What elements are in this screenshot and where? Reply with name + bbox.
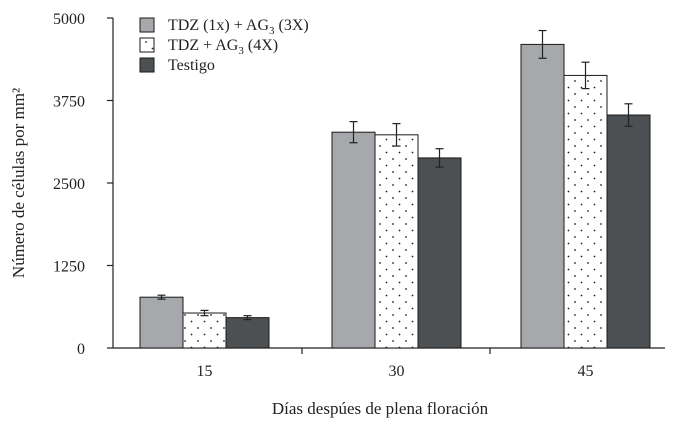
x-axis-title: Días despúes de plena floración [272,399,489,418]
y-tick-label: 2500 [53,176,85,193]
x-tick-label: 45 [578,363,594,380]
y-tick-label: 5000 [53,11,85,28]
y-axis-title: Número de células por mm² [9,88,28,278]
legend: TDZ (1x) + AG3 (3X)TDZ + AG3 (4X)Testigo [139,17,309,74]
legend-swatch [139,17,155,33]
plot-area: 0 1250 2500 3750 5000 15 30 45 [53,11,665,380]
bar [417,157,462,349]
y-tick-label: 1250 [53,259,85,276]
legend-swatch [139,57,155,73]
bar [520,43,565,349]
legend-swatch [139,37,155,53]
x-tick-label: 15 [197,363,213,380]
legend-entry: TDZ (1x) + AG3 (3X) [168,17,309,37]
bar [374,134,419,349]
bar [139,296,184,349]
bar [606,114,651,349]
y-tick-label: 3750 [53,94,85,111]
legend-entry: Testigo [168,57,215,74]
y-tick-label: 0 [77,341,85,358]
legend-entry: TDZ + AG3 (4X) [168,37,278,57]
bar [182,312,227,349]
x-tick-label: 30 [389,363,405,380]
bar [563,74,608,349]
bar [225,317,270,349]
bar [331,131,376,349]
